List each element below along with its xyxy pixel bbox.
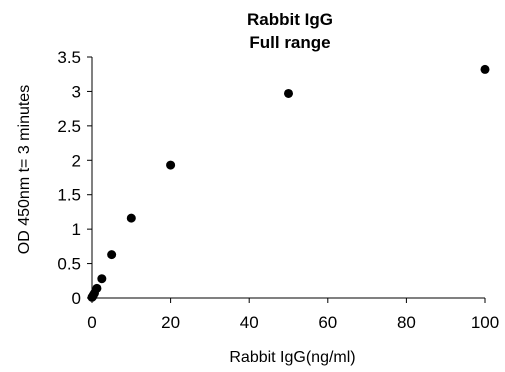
data-points xyxy=(87,64,490,302)
chart-title: Rabbit IgG xyxy=(247,10,333,29)
y-tick-label: 0 xyxy=(72,289,81,308)
y-tick-label: 3 xyxy=(72,82,81,101)
x-tick-label: 100 xyxy=(471,313,499,332)
y-axis-title: OD 450nm t= 3 minutes xyxy=(16,85,33,254)
y-tick-label: 1.5 xyxy=(57,186,81,205)
x-tick-label: 40 xyxy=(240,313,259,332)
data-point xyxy=(97,274,107,284)
x-ticks: 0 20 40 60 80 100 xyxy=(87,298,499,332)
x-tick-label: 80 xyxy=(397,313,416,332)
data-point xyxy=(107,250,117,260)
chart-subtitle: Full range xyxy=(249,33,331,52)
x-axis-title: Rabbit IgG(ng/ml) xyxy=(229,349,355,366)
data-point xyxy=(126,213,136,223)
axes xyxy=(91,57,485,299)
x-tick-label: 0 xyxy=(87,313,96,332)
x-tick-label: 20 xyxy=(161,313,180,332)
data-point xyxy=(92,283,102,293)
data-point xyxy=(480,64,490,74)
y-ticks: 0 0.5 1 1.5 2 2.5 3 3.5 xyxy=(57,48,92,308)
y-tick-label: 2 xyxy=(72,151,81,170)
y-tick-label: 2.5 xyxy=(57,117,81,136)
y-tick-label: 3.5 xyxy=(57,48,81,67)
x-tick-label: 60 xyxy=(318,313,337,332)
data-point xyxy=(284,88,293,98)
data-point xyxy=(166,160,176,170)
y-tick-label: 0.5 xyxy=(57,255,81,274)
y-tick-label: 1 xyxy=(72,220,81,239)
